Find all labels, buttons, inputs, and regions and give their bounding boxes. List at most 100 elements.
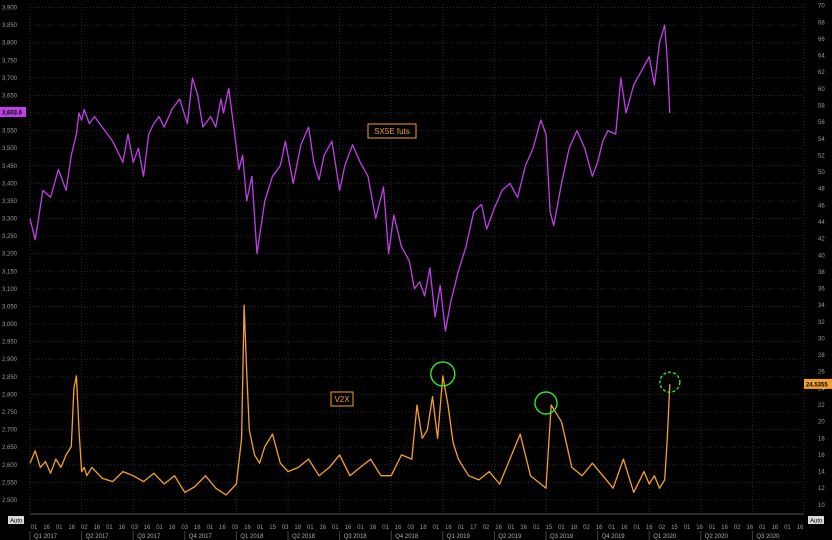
day-tick-label: 16 [646, 525, 653, 531]
day-tick-label: 01 [608, 525, 615, 531]
day-tick-label: 01 [206, 525, 213, 531]
right-tick-label: 54 [818, 137, 825, 143]
left-tick-label: 2,800 [2, 392, 18, 398]
day-tick-label: 18 [571, 525, 578, 531]
quarter-label: Q2 2018 [292, 534, 316, 540]
right-tick-label: 12 [818, 486, 825, 492]
day-tick-label: 01 [558, 525, 565, 531]
day-tick-label: 02 [583, 525, 590, 531]
day-tick-label: 16 [370, 525, 377, 531]
left-tick-label: 3,350 [2, 199, 18, 205]
left-tick-label: 3,100 [2, 287, 18, 293]
x-axis: 01 16 01 16 02 16 01 16 03 16 01 16 03 18 01 16 03 16 01 15… [29, 513, 804, 540]
day-tick-label: 01 [156, 525, 163, 531]
left-tick-label: 3,700 [2, 76, 18, 82]
corner-left-box[interactable] [8, 516, 24, 524]
quarter-label: Q3 2020 [756, 534, 780, 540]
right-tick-label: 50 [818, 170, 825, 176]
day-tick-label: 01 [458, 525, 465, 531]
sx5e-last-value-box [0, 106, 26, 117]
day-tick-label: 01 [307, 525, 314, 531]
left-tick-label: 2,550 [2, 480, 18, 486]
day-tick-label: 18 [420, 525, 427, 531]
quarter-label: Q3 2018 [344, 534, 368, 540]
right-axis: 10 12 14 16 18 20 22 24 26 28 30 32 34 36 38 40 42 44 46 48… [818, 4, 825, 509]
day-tick-label: 16 [144, 525, 151, 531]
corner-left-label[interactable]: Auto [10, 519, 23, 525]
sx5e-line [29, 24, 671, 332]
quarter-label: Q1 2020 [653, 534, 677, 540]
corner-right-label[interactable]: Auto [810, 519, 823, 525]
quarter-label: Q1 2017 [34, 534, 58, 540]
left-tick-label: 3,000 [2, 322, 18, 328]
day-tick-label: 03 [282, 525, 289, 531]
right-tick-label: 70 [818, 4, 825, 10]
quarter-label: Q1 2019 [447, 534, 471, 540]
day-tick-label: 17 [470, 525, 477, 531]
day-tick-label: 01 [432, 525, 439, 531]
day-tick-label: 16 [746, 525, 753, 531]
day-tick-label: 02 [734, 525, 741, 531]
right-tick-label: 42 [818, 237, 825, 243]
peak-circle-q2-2019 [534, 391, 558, 415]
day-tick-label: 01 [784, 525, 791, 531]
day-tick-label: 01 [106, 525, 113, 531]
v2x-annotation-label: V2X [334, 395, 350, 404]
peak-circle-q4-2018 [430, 361, 456, 387]
day-tick-label: 16 [495, 525, 502, 531]
grid-lines [29, 4, 805, 514]
day-tick-label: 16 [395, 525, 402, 531]
right-tick-label: 56 [818, 120, 825, 126]
left-tick-label: 2,700 [2, 428, 18, 434]
sx5e-annotation-label: SX5E futs [374, 127, 410, 136]
right-tick-label: 32 [818, 320, 825, 326]
right-tick-label: 48 [818, 187, 825, 193]
left-tick-label: 2,750 [2, 410, 18, 416]
day-tick-label: 01 [684, 525, 691, 531]
annotations: SX5E futs V2X [330, 123, 417, 407]
right-tick-label: 36 [818, 287, 825, 293]
right-tick-label: 14 [818, 470, 825, 476]
day-tick-label: 16 [445, 525, 452, 531]
day-tick-label: 18 [294, 525, 301, 531]
highlight-markers [430, 361, 681, 415]
quarter-label: Q3 2017 [137, 534, 161, 540]
day-tick-label: 01 [759, 525, 766, 531]
right-tick-label: 34 [818, 303, 825, 309]
sx5e-annotation-box [367, 123, 417, 139]
day-tick-label: 16 [621, 525, 628, 531]
day-tick-label: 01 [56, 525, 63, 531]
left-tick-label: 3,450 [2, 164, 18, 170]
right-tick-label: 68 [818, 20, 825, 26]
corner-right-box[interactable] [808, 516, 824, 524]
left-tick-label: 3,200 [2, 252, 18, 258]
peak-circle-q1-2020 [659, 371, 681, 393]
v2x-annotation-box [330, 391, 354, 407]
v2x-last-value-box [804, 378, 832, 389]
right-tick-label: 58 [818, 104, 825, 110]
day-tick-label: 15 [671, 525, 678, 531]
day-tick-label: 16 [93, 525, 100, 531]
quarter-label: Q2 2017 [86, 534, 110, 540]
day-tick-label: 16 [696, 525, 703, 531]
day-tick-label: 01 [357, 525, 364, 531]
left-tick-label: 2,850 [2, 375, 18, 381]
quarter-label: Q4 2017 [189, 534, 213, 540]
right-tick-label: 24 [818, 386, 825, 392]
left-tick-label: 2,600 [2, 463, 18, 469]
v2x-line [29, 304, 671, 496]
right-tick-label: 40 [818, 253, 825, 259]
day-tick-label: 01 [257, 525, 264, 531]
quarter-label: Q3 2019 [550, 534, 574, 540]
right-tick-label: 66 [818, 37, 825, 43]
quarter-label: Q4 2019 [602, 534, 626, 540]
day-tick-label: 16 [119, 525, 126, 531]
left-tick-label: 3,150 [2, 269, 18, 275]
left-tick-label: 3,650 [2, 93, 18, 99]
day-tick-label: 02 [483, 525, 490, 531]
day-tick-label: 01 [533, 525, 540, 531]
last-value-tags: 3,603.0 24.5355 [0, 106, 832, 389]
day-tick-label: 01 [31, 525, 38, 531]
left-tick-label: 3,550 [2, 129, 18, 135]
day-tick-label: 15 [546, 525, 553, 531]
